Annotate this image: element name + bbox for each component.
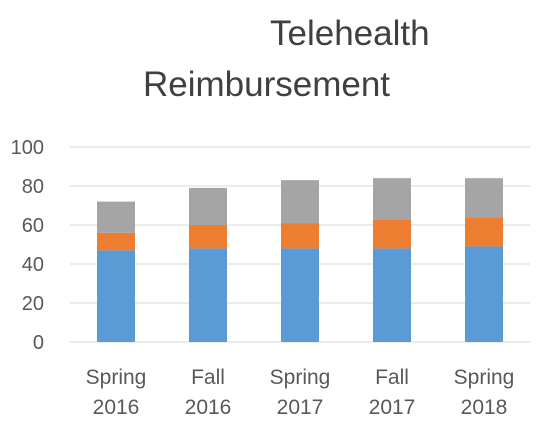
bar-segment <box>189 187 227 225</box>
x-tick-label: 2018 <box>461 396 508 419</box>
bar-segment <box>281 248 319 342</box>
y-axis-ticks: 0 20 40 60 80 100 <box>11 137 44 354</box>
y-tick-label: 40 <box>22 254 44 276</box>
x-tick-label: Fall <box>191 366 225 389</box>
bars <box>97 178 503 342</box>
bar-segment <box>97 232 135 251</box>
bar-segment <box>465 178 503 218</box>
y-tick-label: 20 <box>22 293 44 315</box>
x-tick-label: Fall <box>375 366 409 389</box>
y-tick-label: 100 <box>11 137 44 159</box>
bar-segment <box>281 223 319 249</box>
bar-segment <box>189 225 227 249</box>
x-tick-label: 2016 <box>185 396 232 419</box>
bar-segment <box>465 246 503 342</box>
bar-segment <box>97 201 135 233</box>
bar-segment <box>465 217 503 247</box>
x-tick-label: Spring <box>86 366 147 389</box>
bar-segment <box>189 248 227 342</box>
bar-segment <box>373 178 411 220</box>
y-tick-label: 60 <box>22 215 44 237</box>
bar-segment <box>373 248 411 342</box>
x-axis-ticks: Spring 2016 Fall 2016 Spring 2017 Fall 2017 Spri… <box>86 366 515 419</box>
y-tick-label: 80 <box>22 176 44 198</box>
bar-segment <box>373 219 411 249</box>
x-tick-label: Spring <box>454 366 515 389</box>
x-tick-label: Spring <box>270 366 331 389</box>
x-tick-label: 2017 <box>369 396 416 419</box>
bar-segment <box>281 180 319 224</box>
chart-title-line-1: Telehealth <box>270 14 430 53</box>
x-tick-label: 2016 <box>93 396 140 419</box>
x-tick-label: 2017 <box>277 396 324 419</box>
y-tick-label: 0 <box>33 332 44 354</box>
chart-title-line-2: Reimbursement <box>143 65 391 104</box>
bar-segment <box>97 250 135 342</box>
